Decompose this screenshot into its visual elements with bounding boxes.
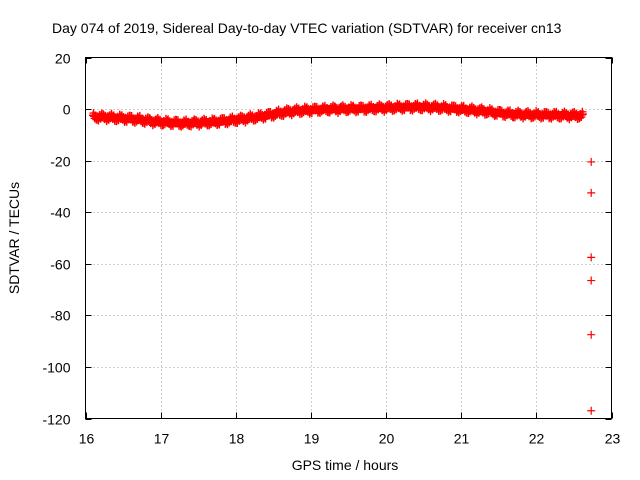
outlier-point: [587, 330, 596, 339]
x-tick-label: 20: [379, 431, 395, 447]
y-tick-label: -20: [50, 154, 70, 170]
x-axis-label: GPS time / hours: [292, 457, 399, 473]
x-tick-label: 23: [605, 431, 621, 447]
x-tick-label: 19: [304, 431, 320, 447]
y-tick-label: -40: [50, 205, 70, 221]
outlier-point: [587, 188, 596, 197]
x-tick-label: 17: [154, 431, 170, 447]
y-tick-label: 0: [63, 102, 71, 118]
outlier-point: [587, 276, 596, 285]
x-tick-label: 21: [454, 431, 470, 447]
y-axis-label: SDTVAR / TECUs: [6, 182, 22, 294]
axes-layer: 16 17 18 19 20 21 22 23 -120 -100 -80 -60 -40 -20 0 20: [42, 51, 620, 447]
y-tick-label: -80: [50, 308, 70, 324]
y-tick-label: 20: [55, 51, 71, 67]
data-point: [578, 110, 587, 119]
plot-frame: [85, 57, 612, 419]
outlier-point: [587, 406, 596, 415]
x-tick-label: 18: [229, 431, 245, 447]
data-layer: [89, 99, 596, 415]
x-tick-label: 22: [529, 431, 545, 447]
x-tick-label: 16: [79, 431, 95, 447]
outlier-point: [587, 253, 596, 262]
outlier-point: [587, 157, 596, 166]
y-tick-label: -100: [42, 360, 70, 376]
chart-title: Day 074 of 2019, Sidereal Day-to-day VTE…: [52, 20, 562, 36]
y-tick-label: -120: [42, 412, 70, 428]
y-tick-label: -60: [50, 257, 70, 273]
